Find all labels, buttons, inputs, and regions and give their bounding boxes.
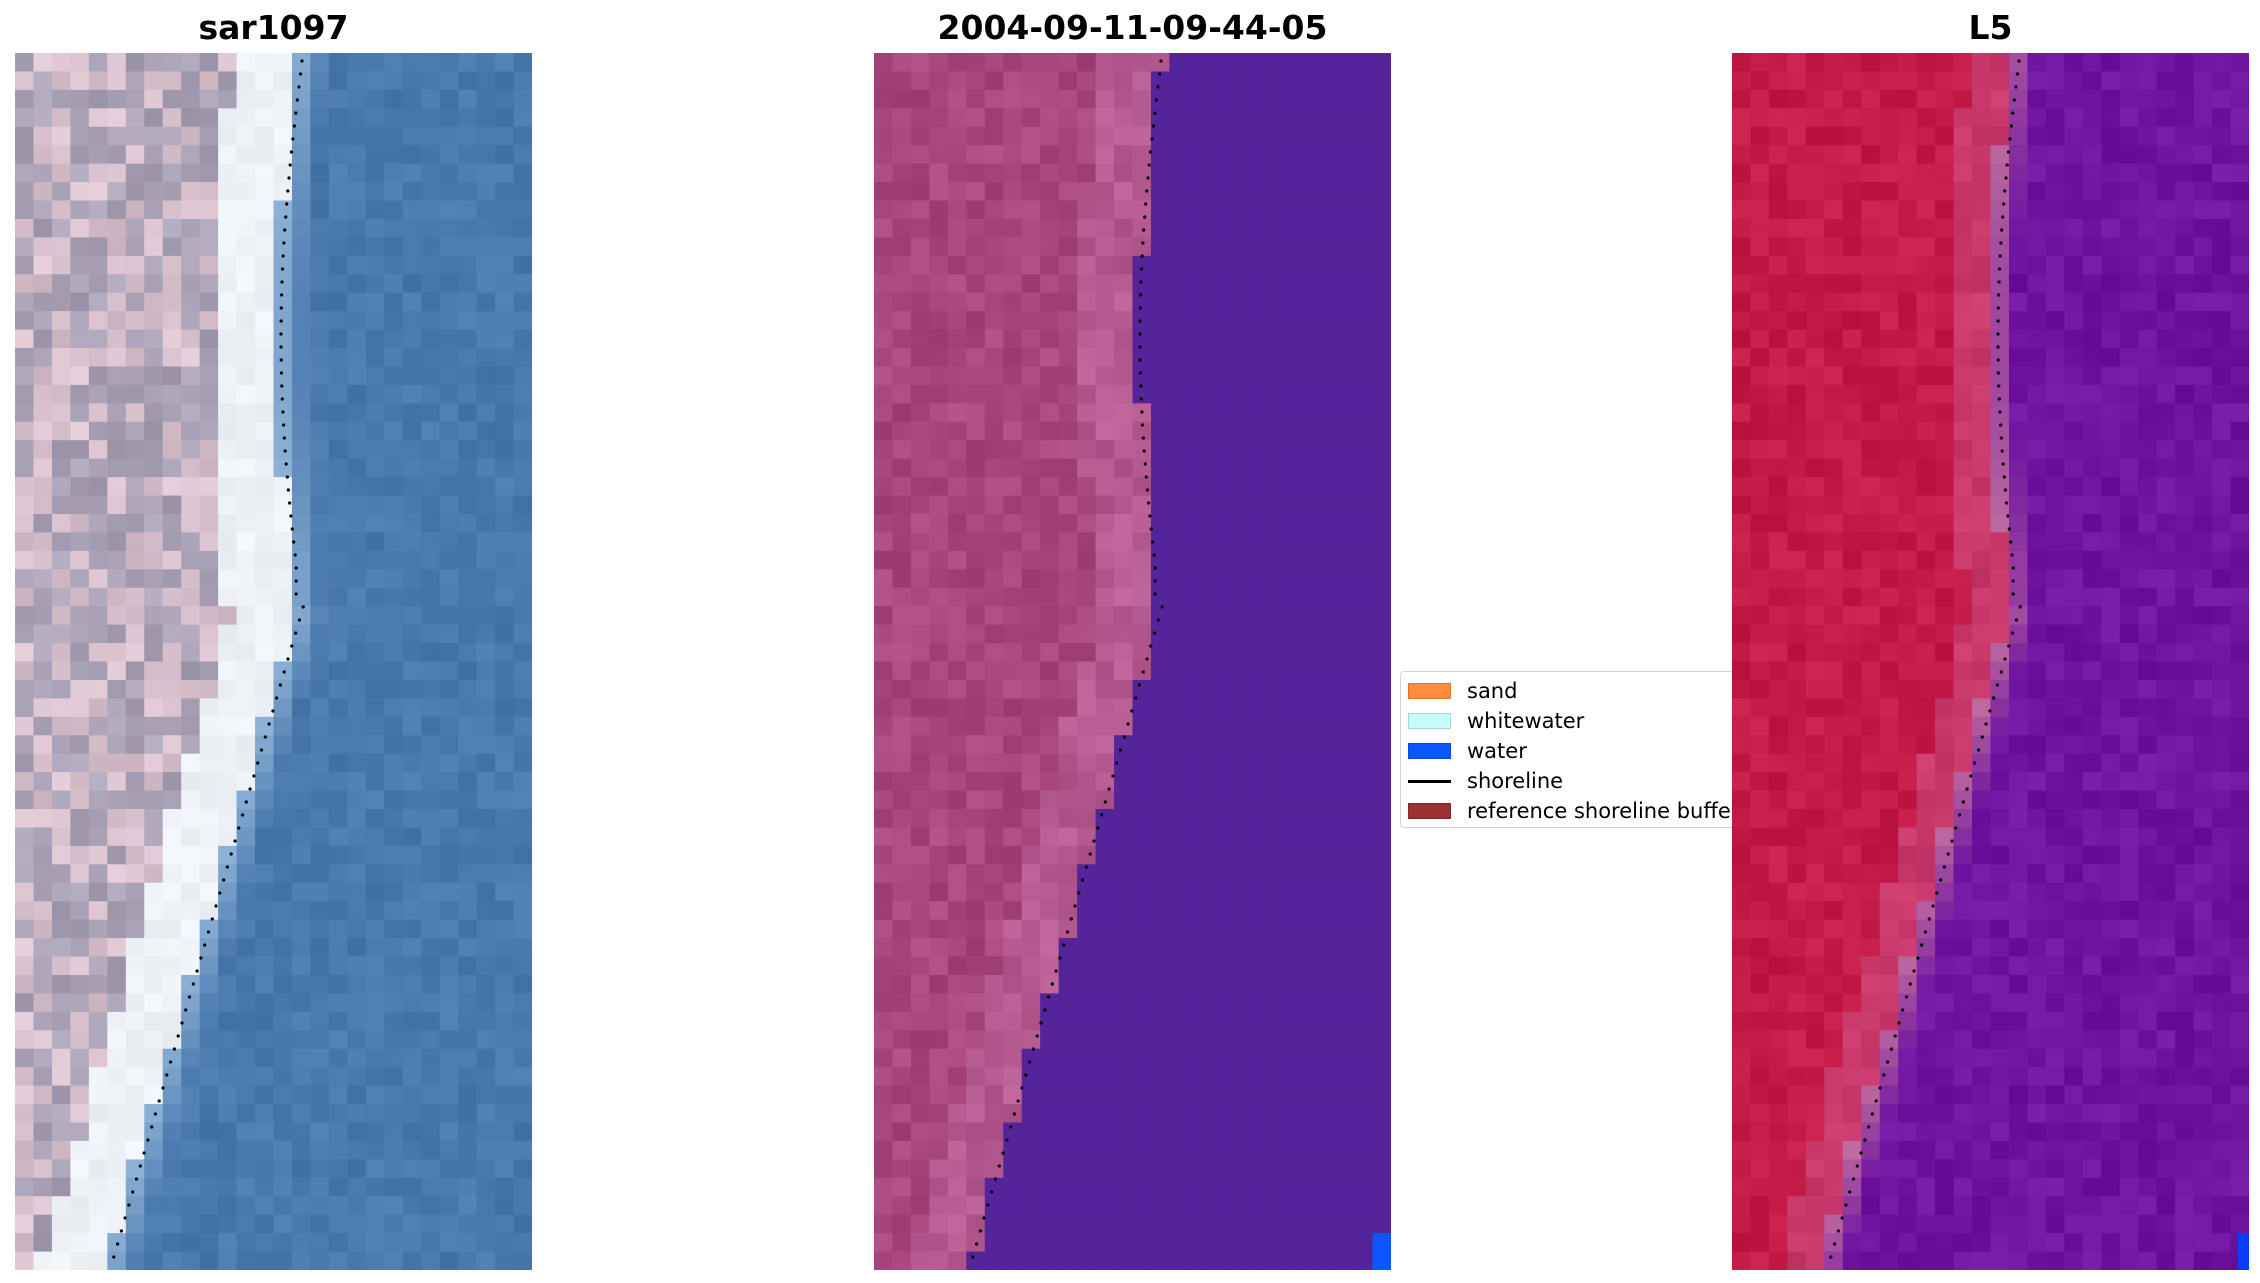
legend-item-water: water <box>1408 736 1527 766</box>
legend-label-shoreline: shoreline <box>1467 769 1564 793</box>
index-image <box>1732 53 2249 1270</box>
legend-label-sand: sand <box>1467 679 1518 703</box>
classified-image <box>874 53 1391 1270</box>
panel-title-index: L5 <box>1968 8 2013 47</box>
water-pixel <box>1372 1233 1391 1270</box>
legend-label-reference-buffer: reference shoreline buffer <box>1467 799 1740 823</box>
whitewater-swatch-icon <box>1408 713 1451 729</box>
shoreline-dots <box>971 59 1164 1259</box>
water-pixel <box>2237 1233 2249 1270</box>
legend-label-water: water <box>1467 739 1527 763</box>
legend-item-whitewater: whitewater <box>1408 706 1584 736</box>
legend-item-shoreline: shoreline <box>1408 766 1563 796</box>
legend-item-reference-buffer: reference shoreline buffer <box>1408 796 1739 826</box>
reference-buffer-swatch-icon <box>1408 803 1451 819</box>
shoreline-dots <box>112 59 305 1259</box>
panel-title-rgb: sar1097 <box>198 8 349 47</box>
shoreline-line-icon <box>1408 779 1451 783</box>
sand-swatch-icon <box>1408 683 1451 699</box>
rgb-image <box>15 53 532 1270</box>
legend-item-sand: sand <box>1408 676 1517 706</box>
water-swatch-icon <box>1408 743 1451 759</box>
panel-title-classified: 2004-09-11-09-44-05 <box>937 8 1328 47</box>
shoreline-dots <box>1829 59 2022 1259</box>
legend-label-whitewater: whitewater <box>1467 709 1585 733</box>
